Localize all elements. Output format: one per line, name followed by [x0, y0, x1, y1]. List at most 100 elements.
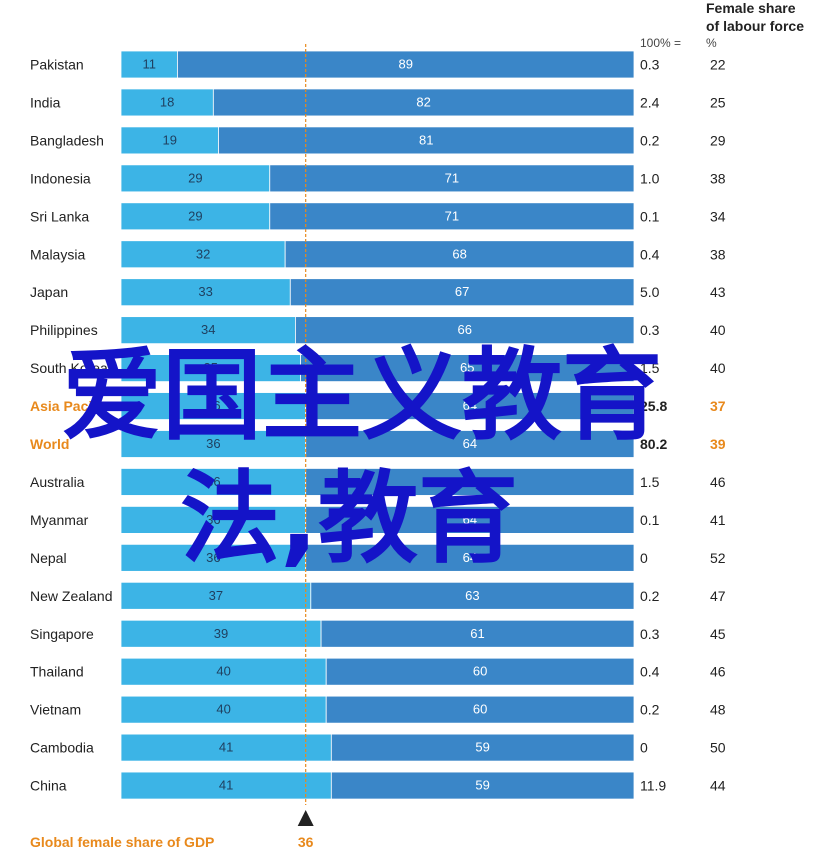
bar-male-value: 65	[460, 360, 474, 375]
bar-male-value: 89	[398, 57, 412, 72]
bar-female-share	[120, 619, 322, 648]
gdp-total-value: 0.3	[640, 626, 660, 642]
category-label: Malaysia	[30, 246, 85, 262]
labour-share-value: 40	[710, 322, 726, 338]
right-title-line2: of labour force	[706, 18, 804, 34]
bar-male-value: 60	[473, 702, 487, 717]
bar-female-share	[120, 543, 307, 572]
gdp-total-value: 0.4	[640, 246, 660, 262]
category-label: Pakistan	[30, 57, 84, 73]
labour-share-value: 43	[710, 284, 726, 300]
bar-male-share	[305, 543, 635, 572]
bar-male-share	[218, 126, 635, 155]
bar-male-share	[295, 316, 635, 345]
labour-share-value: 40	[710, 360, 726, 376]
watermark-line1: 爱国主义教育	[62, 337, 662, 454]
bar-male-share	[305, 468, 635, 496]
bar-female-share	[120, 202, 271, 231]
bar-male-value: 67	[455, 284, 469, 299]
bar-male-value: 71	[445, 208, 459, 223]
category-label: World	[30, 436, 69, 452]
bar-female-value: 36	[206, 398, 220, 413]
bar-male-share	[325, 695, 635, 724]
bar-female-value: 39	[214, 626, 228, 641]
bar-female-share	[120, 505, 307, 534]
gdp-total-value: 0.2	[640, 132, 660, 148]
bar-male-value: 64	[463, 550, 477, 565]
bar-male-share	[325, 657, 635, 686]
bar-female-value: 34	[201, 322, 215, 337]
gdp-reference-marker	[297, 810, 314, 826]
bar-male-value: 64	[463, 474, 477, 489]
bar-male-value: 71	[445, 170, 459, 185]
bar-male-value: 66	[457, 322, 471, 337]
pct-col-label: 100% =	[640, 36, 681, 50]
labour-share-value: 34	[710, 208, 726, 224]
labour-share-value: 52	[710, 550, 726, 566]
gdp-total-value: 0.2	[640, 702, 660, 718]
bar-male-share	[284, 240, 635, 269]
bar-male-share	[330, 733, 635, 762]
right-title-line1: Female share	[706, 0, 796, 16]
gdp-total-value: 0	[640, 740, 648, 756]
bar-male-value: 81	[419, 132, 433, 147]
bar-male-share	[320, 619, 635, 648]
footer-value: 36	[298, 834, 314, 850]
labour-share-value: 38	[710, 170, 726, 186]
share-col-label: %	[706, 36, 717, 50]
category-label: Australia	[30, 474, 85, 490]
bar-rows: Pakistan 11 89 0.3 22 India 18 82 2.4 25 Banglades…	[30, 50, 726, 800]
labour-share-value: 39	[710, 436, 726, 452]
bar-male-value: 59	[475, 778, 489, 793]
bar-female-value: 35	[204, 360, 218, 375]
gdp-total-value: 25.8	[640, 398, 667, 414]
bar-female-share	[120, 88, 214, 117]
bar-female-value: 29	[188, 208, 202, 223]
footer-label: Global female share of GDP	[30, 834, 214, 850]
bar-female-value: 32	[196, 246, 210, 261]
gdp-total-value: 0.3	[640, 322, 660, 338]
gdp-total-value: 1.0	[640, 170, 660, 186]
bar-female-share	[120, 695, 327, 724]
labour-share-value: 50	[710, 740, 726, 756]
labour-share-value: 46	[710, 474, 726, 490]
labour-share-value: 37	[710, 398, 726, 414]
bar-male-share	[330, 771, 635, 800]
gdp-total-value: 0.3	[640, 57, 660, 73]
category-label: Philippines	[30, 322, 98, 338]
gdp-total-value: 0.4	[640, 664, 660, 680]
bar-male-value: 63	[465, 588, 479, 603]
category-label: Cambodia	[30, 740, 94, 756]
gdp-total-value: 5.0	[640, 284, 660, 300]
category-label: Bangladesh	[30, 132, 104, 148]
category-label: South Korea	[30, 360, 108, 376]
category-label: India	[30, 94, 61, 110]
gdp-total-value: 0.1	[640, 208, 660, 224]
gdp-total-value: 0	[640, 550, 648, 566]
category-label: Asia Pacific	[30, 398, 109, 414]
bar-female-share	[120, 354, 301, 383]
bar-female-value: 36	[206, 512, 220, 527]
bar-male-value: 64	[463, 512, 477, 527]
bar-male-share	[289, 278, 635, 307]
category-label: Singapore	[30, 626, 94, 642]
bar-female-share	[120, 240, 286, 269]
category-label: Japan	[30, 284, 68, 300]
gdp-total-value: 2.4	[640, 94, 660, 110]
bar-female-value: 36	[206, 550, 220, 565]
bar-male-share	[300, 354, 635, 383]
bar-female-share	[120, 126, 219, 155]
bar-male-share	[212, 88, 635, 117]
bar-female-share	[120, 316, 296, 345]
bar-male-value: 64	[463, 398, 477, 413]
labour-share-value: 48	[710, 702, 726, 718]
bar-female-value: 37	[209, 588, 223, 603]
labour-share-value: 22	[710, 57, 726, 73]
bar-male-value: 64	[463, 436, 477, 451]
watermark-line2: 法,教育	[180, 460, 518, 577]
bar-male-share	[177, 50, 635, 79]
gdp-total-value: 0.1	[640, 512, 660, 528]
bar-female-value: 19	[163, 132, 177, 147]
labour-share-value: 25	[710, 94, 726, 110]
